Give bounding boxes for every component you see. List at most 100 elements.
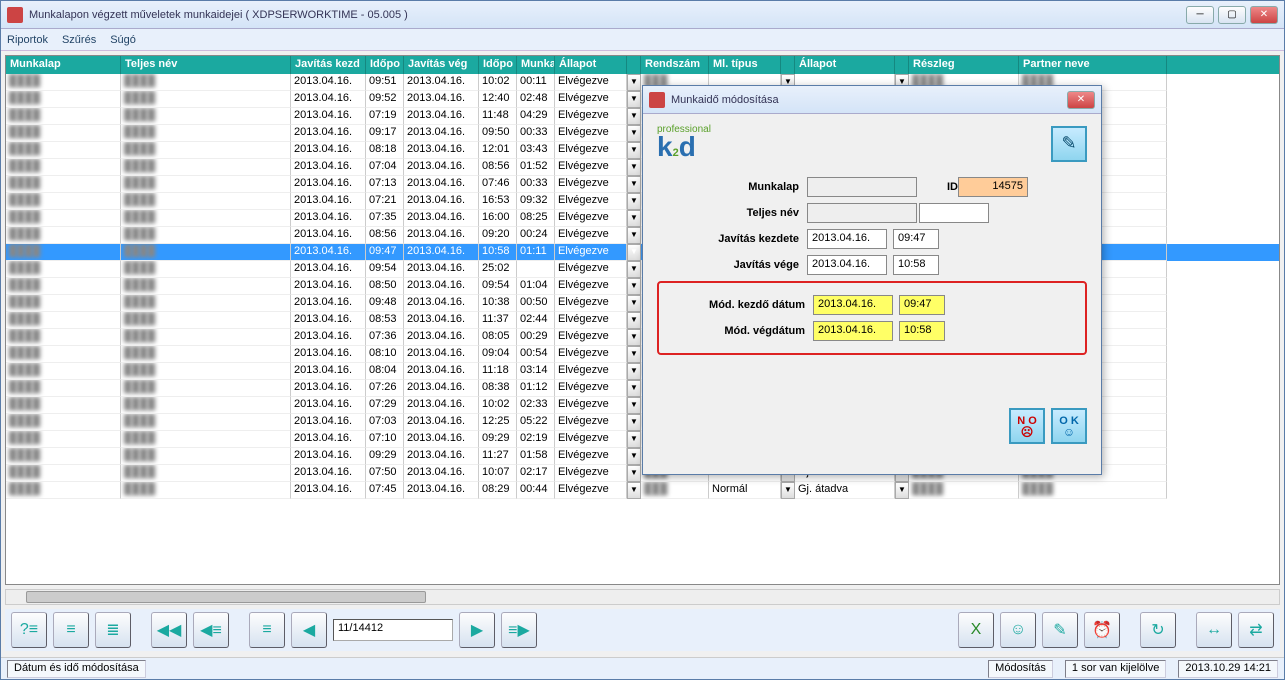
col-rendszam[interactable]: Rendszám xyxy=(641,56,709,74)
field-modveg-time[interactable]: 10:58 xyxy=(899,321,945,341)
field-modkezd-date[interactable]: 2013.04.16. xyxy=(813,295,893,315)
dialog-icon xyxy=(649,92,665,108)
field-javkezd-date[interactable]: 2013.04.16. xyxy=(807,229,887,249)
field-javveg-time[interactable]: 10:58 xyxy=(893,255,939,275)
dropdown-icon[interactable]: ▼ xyxy=(627,125,641,142)
dropdown-icon[interactable]: ▼ xyxy=(627,210,641,227)
status-mode: Módosítás xyxy=(988,660,1053,678)
dropdown-icon[interactable]: ▼ xyxy=(627,278,641,295)
tb-sync-icon[interactable]: ⇄ xyxy=(1238,612,1274,648)
tb-refresh-icon[interactable]: ↻ xyxy=(1140,612,1176,648)
dropdown-icon[interactable]: ▼ xyxy=(627,227,641,244)
col-reszleg[interactable]: Részleg xyxy=(909,56,1019,74)
col-allapot2[interactable]: Állapot xyxy=(795,56,895,74)
col-javitas-kezd[interactable]: Javítás kezd xyxy=(291,56,366,74)
tb-list1-icon[interactable]: ≡ xyxy=(53,612,89,648)
tb-nextpage-icon[interactable]: ≡▶ xyxy=(501,612,537,648)
minimize-button[interactable]: ─ xyxy=(1186,6,1214,24)
close-button[interactable]: ✕ xyxy=(1250,6,1278,24)
dropdown-icon[interactable]: ▼ xyxy=(627,397,641,414)
dialog-window: Munkaidő módosítása ✕ professional k2d ✎… xyxy=(642,85,1102,475)
field-modkezd-time[interactable]: 09:47 xyxy=(899,295,945,315)
dialog-ok-button[interactable]: O K☺ xyxy=(1051,408,1087,444)
menubar: Riportok Szűrés Súgó xyxy=(1,29,1284,51)
tb-fwd-icon[interactable]: ▶ xyxy=(459,612,495,648)
col-partner[interactable]: Partner neve xyxy=(1019,56,1167,74)
dialog-no-button[interactable]: N O☹ xyxy=(1009,408,1045,444)
dialog-edit-icon[interactable]: ✎ xyxy=(1051,126,1087,162)
tb-export-icon[interactable]: ↔ xyxy=(1196,612,1232,648)
maximize-button[interactable]: ▢ xyxy=(1218,6,1246,24)
dialog-titlebar: Munkaidő módosítása ✕ xyxy=(643,86,1101,114)
col-idopont-veg[interactable]: Időpo xyxy=(479,56,517,74)
tb-clock-icon[interactable]: ⏰ xyxy=(1084,612,1120,648)
dropdown-icon[interactable]: ▼ xyxy=(627,176,641,193)
tb-user-icon[interactable]: ☺ xyxy=(1000,612,1036,648)
page-info: 11/14412 xyxy=(333,619,453,641)
dropdown-icon[interactable]: ▼ xyxy=(627,482,641,499)
field-id: 14575 xyxy=(958,177,1028,197)
tb-edit-icon[interactable]: ✎ xyxy=(1042,612,1078,648)
label-modveg: Mód. végdátum xyxy=(663,325,813,337)
main-titlebar: Munkalapon végzett műveletek munkaidejei… xyxy=(1,1,1284,29)
statusbar: Dátum és idő módosítása Módosítás 1 sor … xyxy=(1,657,1284,679)
dropdown-icon[interactable]: ▼ xyxy=(627,142,641,159)
label-id: ID xyxy=(947,181,958,193)
label-modkezd: Mód. kezdő dátum xyxy=(663,299,813,311)
dropdown-icon[interactable]: ▼ xyxy=(627,312,641,329)
dropdown-icon[interactable]: ▼ xyxy=(627,414,641,431)
menu-riportok[interactable]: Riportok xyxy=(7,34,48,46)
tb-help-icon[interactable]: ?≡ xyxy=(11,612,47,648)
menu-sugo[interactable]: Súgó xyxy=(110,34,136,46)
dropdown-icon[interactable]: ▼ xyxy=(627,465,641,482)
label-javkezd: Javítás kezdete xyxy=(657,233,807,245)
tb-list2-icon[interactable]: ≣ xyxy=(95,612,131,648)
col-munkalap[interactable]: Munkalap xyxy=(6,56,121,74)
dropdown-icon[interactable]: ▼ xyxy=(627,380,641,397)
dropdown-icon[interactable]: ▼ xyxy=(627,91,641,108)
col-munka[interactable]: Munka xyxy=(517,56,555,74)
col-idopont-kezd[interactable]: Időpo xyxy=(366,56,404,74)
col-mltipus[interactable]: Ml. típus xyxy=(709,56,781,74)
dropdown-icon[interactable]: ▼ xyxy=(627,159,641,176)
dropdown-icon[interactable]: ▼ xyxy=(627,261,641,278)
table-row[interactable]: ████████2013.04.16.07:452013.04.16.08:29… xyxy=(6,482,1279,499)
status-datetime: 2013.10.29 14:21 xyxy=(1178,660,1278,678)
field-modveg-date[interactable]: 2013.04.16. xyxy=(813,321,893,341)
app-icon xyxy=(7,7,23,23)
status-left: Dátum és idő módosítása xyxy=(7,660,146,678)
dropdown-icon[interactable]: ▼ xyxy=(627,431,641,448)
dropdown-icon[interactable]: ▼ xyxy=(627,244,641,261)
col-allapot[interactable]: Állapot xyxy=(555,56,627,74)
col-javitas-veg[interactable]: Javítás vég xyxy=(404,56,479,74)
dropdown-icon[interactable]: ▼ xyxy=(781,482,795,499)
menu-szures[interactable]: Szűrés xyxy=(62,34,96,46)
tb-back-icon[interactable]: ◀ xyxy=(291,612,327,648)
tb-prev-icon[interactable]: ◀≡ xyxy=(193,612,229,648)
status-selection: 1 sor van kijelölve xyxy=(1065,660,1166,678)
dropdown-icon[interactable]: ▼ xyxy=(627,193,641,210)
field-javkezd-time[interactable]: 09:47 xyxy=(893,229,939,249)
tb-prevpage-icon[interactable]: ≡ xyxy=(249,612,285,648)
field-javveg-date[interactable]: 2013.04.16. xyxy=(807,255,887,275)
horizontal-scrollbar[interactable] xyxy=(5,589,1280,605)
tb-first-icon[interactable]: ◀◀ xyxy=(151,612,187,648)
col-teljesnev[interactable]: Teljes név xyxy=(121,56,291,74)
dropdown-icon[interactable]: ▼ xyxy=(627,346,641,363)
highlight-box: Mód. kezdő dátum 2013.04.16. 09:47 Mód. … xyxy=(657,281,1087,355)
dropdown-icon[interactable]: ▼ xyxy=(627,74,641,91)
dropdown-icon[interactable]: ▼ xyxy=(627,295,641,312)
tb-excel-icon[interactable]: X xyxy=(958,612,994,648)
logo-k2d: k2d xyxy=(657,131,696,162)
field-munkalap xyxy=(807,177,917,197)
scrollbar-thumb[interactable] xyxy=(26,591,426,603)
dropdown-icon[interactable]: ▼ xyxy=(627,108,641,125)
dropdown-icon[interactable]: ▼ xyxy=(895,482,909,499)
grid-header: Munkalap Teljes név Javítás kezd Időpo J… xyxy=(6,56,1279,74)
field-teljesnev[interactable] xyxy=(919,203,989,223)
dialog-close-button[interactable]: ✕ xyxy=(1067,91,1095,109)
toolbar: ?≡ ≡ ≣ ◀◀ ◀≡ ≡ ◀ 11/14412 ▶ ≡▶ X ☺ ✎ ⏰ ↻… xyxy=(5,609,1280,651)
dropdown-icon[interactable]: ▼ xyxy=(627,329,641,346)
dropdown-icon[interactable]: ▼ xyxy=(627,363,641,380)
dropdown-icon[interactable]: ▼ xyxy=(627,448,641,465)
